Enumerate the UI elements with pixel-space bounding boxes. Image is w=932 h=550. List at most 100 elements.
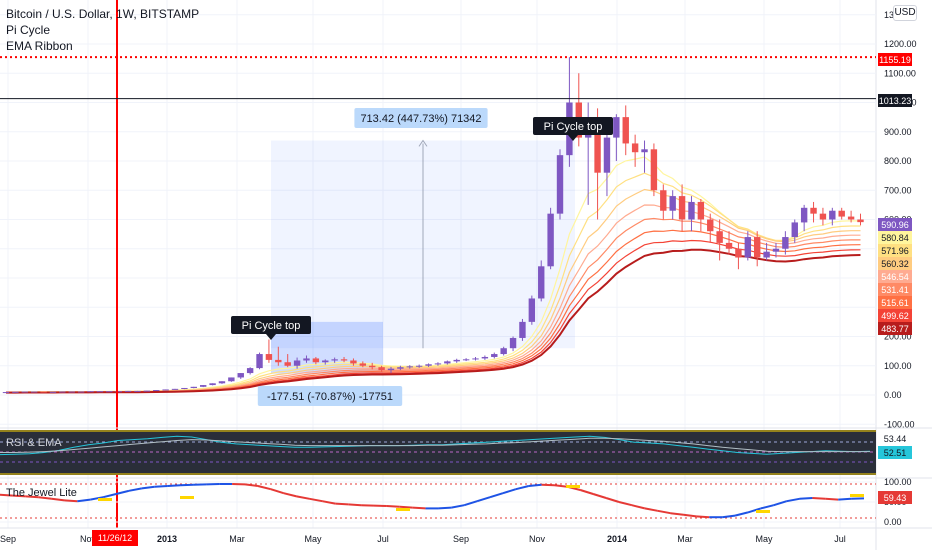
candle-body [425, 364, 432, 366]
candle-body [716, 231, 723, 243]
measure-label-text: -177.51 (-70.87%) -17751 [267, 391, 393, 403]
candle-body [453, 359, 460, 362]
candle-body [650, 149, 658, 191]
jewel-line-segment [580, 489, 594, 495]
jewel-line-segment [244, 483, 259, 487]
candle-body [256, 354, 263, 369]
jewel-line-segment [670, 512, 684, 516]
jewel-line-segment [64, 499, 78, 503]
jewel-signal-marker [566, 485, 580, 488]
candle-body [331, 359, 338, 361]
jewel-line-segment [167, 484, 181, 487]
pi-cycle-indicator-label[interactable]: Pi Cycle [6, 23, 51, 37]
ema-ribbon-line [6, 248, 861, 394]
candle-body [547, 213, 554, 267]
jewel-line-segment [476, 496, 491, 503]
price-axis-label-text: 571.96 [881, 246, 909, 256]
candle-body [406, 366, 413, 368]
candle-body [556, 155, 564, 214]
candle-body [228, 377, 235, 382]
ema-ribbon-indicator-label[interactable]: EMA Ribbon [6, 39, 73, 53]
price-axis-label-box [878, 296, 912, 309]
jewel-signal-marker [756, 510, 770, 513]
candle-body [199, 385, 207, 387]
rsi-pane-title: RSI & EMA [6, 437, 62, 449]
candle-body [838, 210, 845, 217]
candle-body [462, 359, 470, 361]
jewel-line-segment [309, 497, 323, 503]
price-axis-label-text: 499.62 [881, 311, 909, 321]
jewel-signal-marker [396, 508, 410, 511]
jewel-line-segment [399, 505, 413, 509]
candle-body [312, 358, 320, 363]
candle-body [688, 201, 695, 220]
time-axis-tick: May [755, 534, 773, 544]
price-axis-label-box [878, 231, 912, 244]
price-axis-label-box [878, 218, 912, 231]
candle-body [218, 381, 226, 384]
candle-body [293, 360, 301, 366]
symbol-title: Bitcoin / U.S. Dollar, 1W, BITSTAMP [6, 7, 200, 21]
candle-body [265, 354, 273, 360]
candle-body [707, 219, 714, 232]
candle-body [857, 219, 864, 223]
chart-legend: Bitcoin / U.S. Dollar, 1W, BITSTAMP Pi C… [6, 6, 199, 54]
candle-body [782, 237, 789, 249]
candle-body [30, 391, 38, 393]
jewel-line-segment [0, 493, 13, 497]
jewel-line-segment [270, 488, 284, 495]
jewel-line-segment [799, 497, 813, 500]
time-axis-tick: May [304, 534, 322, 544]
candle-body [21, 391, 28, 393]
pi-cycle-label-box [533, 117, 613, 135]
jewel-axis-tick: 0.00 [884, 517, 902, 527]
candle-body [68, 391, 75, 393]
price-axis-tick: 200.00 [884, 332, 912, 342]
price-axis-tick: 1100.00 [884, 68, 916, 78]
currency-badge[interactable]: USD [893, 5, 917, 21]
jewel-signal-marker [180, 496, 194, 499]
candle-body [415, 365, 423, 367]
jewel-line-segment [386, 505, 400, 508]
jewel-line-segment [128, 487, 143, 492]
candle-body [153, 390, 160, 392]
time-axis-tick: Jul [834, 534, 846, 544]
candle-body [434, 363, 442, 365]
jewel-line-segment [25, 495, 39, 499]
jewel-line-segment [592, 493, 607, 499]
candle-body [754, 237, 761, 258]
price-axis-label-text: 590.96 [881, 220, 909, 230]
pi-cycle-label-pointer [266, 334, 276, 340]
candle-body [800, 207, 808, 223]
candle-body [810, 207, 817, 214]
jewel-line-segment [696, 515, 710, 519]
price-axis-tick: 900.00 [884, 127, 912, 137]
jewel-signal-marker [98, 498, 112, 501]
candle-body [622, 117, 629, 144]
jewel-line-segment [348, 503, 362, 507]
jewel-line-segment [296, 495, 310, 500]
candle-body [735, 248, 742, 258]
candle-body [847, 216, 855, 220]
jewel-line-segment [838, 497, 852, 501]
price-axis-label-box [878, 244, 912, 257]
price-axis-label-text: 580.84 [881, 233, 909, 243]
rsi-series-line [0, 437, 870, 453]
time-axis-tick: Mar [677, 534, 693, 544]
measure-arrow-head [418, 139, 428, 147]
candle-body [350, 360, 357, 364]
candle-body [472, 358, 479, 360]
time-axis-tick: 2014 [607, 534, 627, 544]
measure-label-box [354, 108, 488, 128]
jewel-line-segment [90, 496, 104, 501]
candle-body [115, 391, 122, 393]
jewel-line-segment [722, 514, 736, 519]
measure-label-text: 713.42 (447.73%) 71342 [360, 113, 481, 125]
jewel-value-box [878, 491, 912, 504]
jewel-pane-title: The Jewel Lite [6, 487, 77, 499]
jewel-line-segment [154, 485, 168, 488]
candle-body [40, 391, 47, 393]
rsi-value-label: 52.51 [884, 448, 907, 458]
candle-body [162, 389, 169, 391]
